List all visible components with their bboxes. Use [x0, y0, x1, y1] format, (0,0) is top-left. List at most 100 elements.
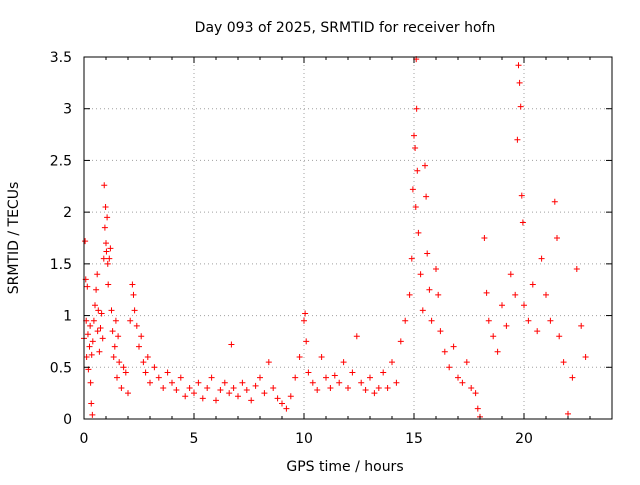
data-point — [292, 374, 299, 381]
data-point — [547, 317, 554, 324]
data-point — [516, 79, 523, 86]
data-point — [97, 324, 104, 331]
data-point — [160, 384, 167, 391]
data-point — [514, 136, 521, 143]
data-point — [578, 322, 585, 329]
data-point — [127, 317, 134, 324]
axis-ticks — [83, 56, 612, 420]
data-point — [472, 390, 479, 397]
data-point — [83, 353, 90, 360]
data-point — [140, 359, 147, 366]
data-point — [512, 291, 519, 298]
data-point — [110, 353, 117, 360]
data-point — [296, 353, 303, 360]
data-point — [353, 333, 360, 340]
data-point — [534, 328, 541, 335]
data-point — [323, 374, 329, 381]
data-point — [499, 302, 505, 309]
data-point — [287, 393, 294, 400]
data-point — [204, 384, 211, 391]
data-point — [507, 271, 514, 278]
data-point — [459, 379, 466, 386]
data-point — [147, 379, 153, 386]
data-point — [87, 322, 94, 329]
data-point — [270, 384, 277, 391]
data-point — [426, 286, 433, 293]
plot-frame — [83, 56, 613, 420]
data-point — [248, 397, 255, 404]
data-point — [87, 379, 94, 386]
data-point — [463, 359, 470, 366]
data-point — [573, 266, 580, 273]
data-point — [235, 393, 241, 400]
data-point — [115, 333, 122, 340]
data-point — [406, 291, 413, 298]
data-point — [397, 338, 404, 345]
data-point — [133, 322, 140, 329]
data-point — [138, 333, 145, 340]
data-point — [519, 219, 526, 226]
data-point — [122, 369, 129, 376]
data-point — [481, 235, 488, 241]
data-point — [239, 379, 246, 386]
data-point — [375, 384, 382, 391]
data-point — [228, 341, 235, 348]
y-tick-label: 0 — [63, 412, 72, 428]
data-point — [402, 317, 409, 324]
data-point — [155, 374, 162, 381]
data-point — [279, 400, 285, 407]
x-axis-label: GPS time / hours — [286, 459, 403, 475]
data-point — [435, 291, 442, 298]
data-point — [136, 343, 142, 350]
data-point — [221, 379, 228, 386]
data-point — [107, 245, 114, 252]
data-point — [173, 387, 180, 394]
data-point — [424, 250, 431, 257]
data-point — [415, 229, 422, 236]
data-point — [327, 384, 334, 391]
data-point — [92, 302, 98, 309]
data-point — [303, 338, 310, 345]
y-tick-label: 3 — [63, 102, 72, 118]
data-point — [437, 328, 444, 335]
data-point — [433, 266, 439, 273]
data-point — [538, 255, 545, 262]
data-point — [111, 343, 118, 350]
data-point — [93, 286, 100, 293]
data-point — [252, 382, 259, 389]
data-point — [103, 240, 109, 247]
data-point — [101, 182, 108, 189]
data-point — [309, 379, 316, 386]
data-point — [393, 379, 400, 386]
data-point — [208, 374, 215, 381]
data-point — [450, 343, 457, 350]
data-point — [358, 379, 365, 386]
data-point — [362, 387, 369, 394]
data-point — [109, 328, 116, 335]
data-point — [413, 105, 420, 112]
data-point — [261, 390, 268, 397]
data-point — [551, 198, 558, 205]
data-point — [112, 317, 119, 324]
data-point — [102, 203, 109, 210]
data-point — [151, 364, 158, 371]
x-tick-label: 0 — [80, 431, 89, 447]
data-point — [164, 369, 171, 376]
y-tick-label: 1.5 — [50, 257, 72, 273]
data-point — [483, 289, 490, 296]
data-point — [529, 281, 536, 288]
data-point — [125, 390, 131, 397]
y-tick-label: 2.5 — [50, 153, 72, 169]
data-point — [367, 374, 373, 381]
data-point — [226, 390, 233, 397]
data-point — [494, 348, 501, 355]
data-point — [417, 271, 424, 278]
x-tick-labels: 0 5 10 15 20 — [80, 431, 533, 447]
data-point — [340, 359, 347, 366]
data-point — [565, 410, 571, 417]
data-point — [89, 411, 96, 418]
y-axis-label: SRMTID / TECUs — [6, 182, 22, 295]
data-point — [301, 317, 307, 324]
data-point — [412, 203, 419, 210]
